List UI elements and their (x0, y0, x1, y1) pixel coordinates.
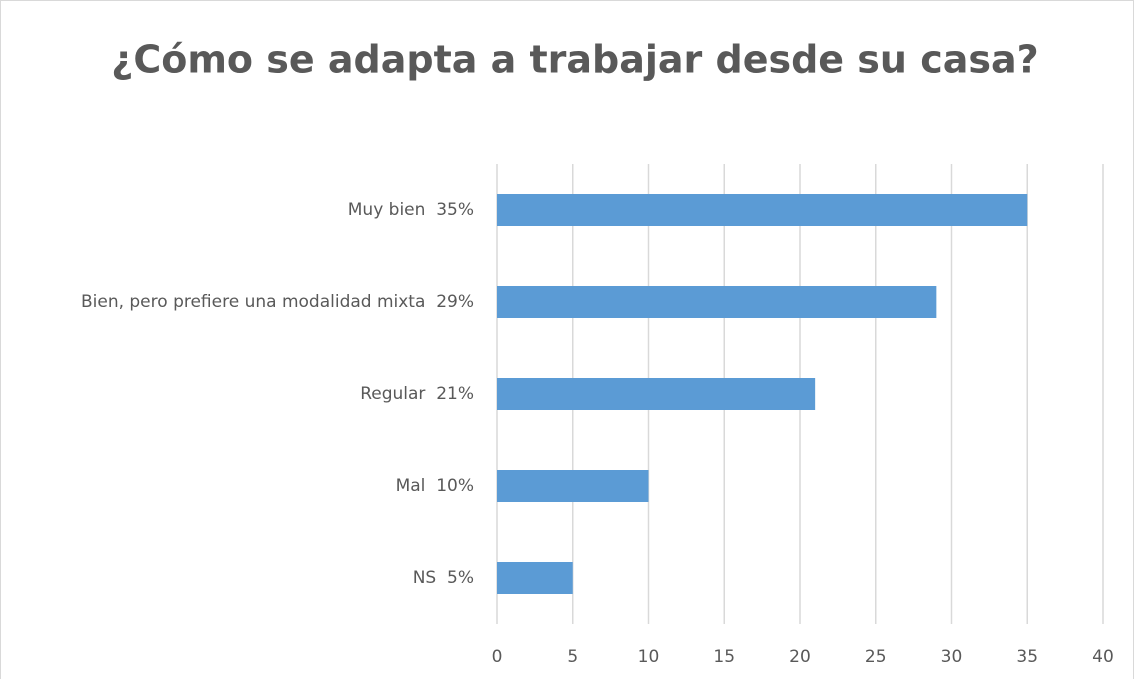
bar (497, 470, 649, 502)
x-tick-label: 20 (789, 647, 811, 667)
x-tick-label: 10 (638, 647, 660, 667)
x-tick-label: 0 (492, 647, 503, 667)
x-tick-label: 5 (567, 647, 578, 667)
x-tick-label: 15 (713, 647, 735, 667)
x-tick-label: 35 (1016, 647, 1038, 667)
x-tick-label: 30 (941, 647, 963, 667)
bar (497, 378, 816, 410)
bar (497, 194, 1028, 226)
bar (497, 286, 937, 318)
y-tick-label: NS 5% (413, 568, 474, 588)
y-tick-label: Muy bien 35% (348, 200, 474, 220)
chart-title: ¿Cómo se adapta a trabajar desde su casa… (111, 38, 1038, 82)
x-tick-label: 25 (865, 647, 887, 667)
y-tick-label: Bien, pero prefiere una modalidad mixta … (81, 292, 474, 312)
y-tick-label: Mal 10% (396, 476, 474, 496)
bar (497, 562, 573, 594)
y-tick-label: Regular 21% (360, 384, 474, 404)
x-tick-label: 40 (1092, 647, 1114, 667)
